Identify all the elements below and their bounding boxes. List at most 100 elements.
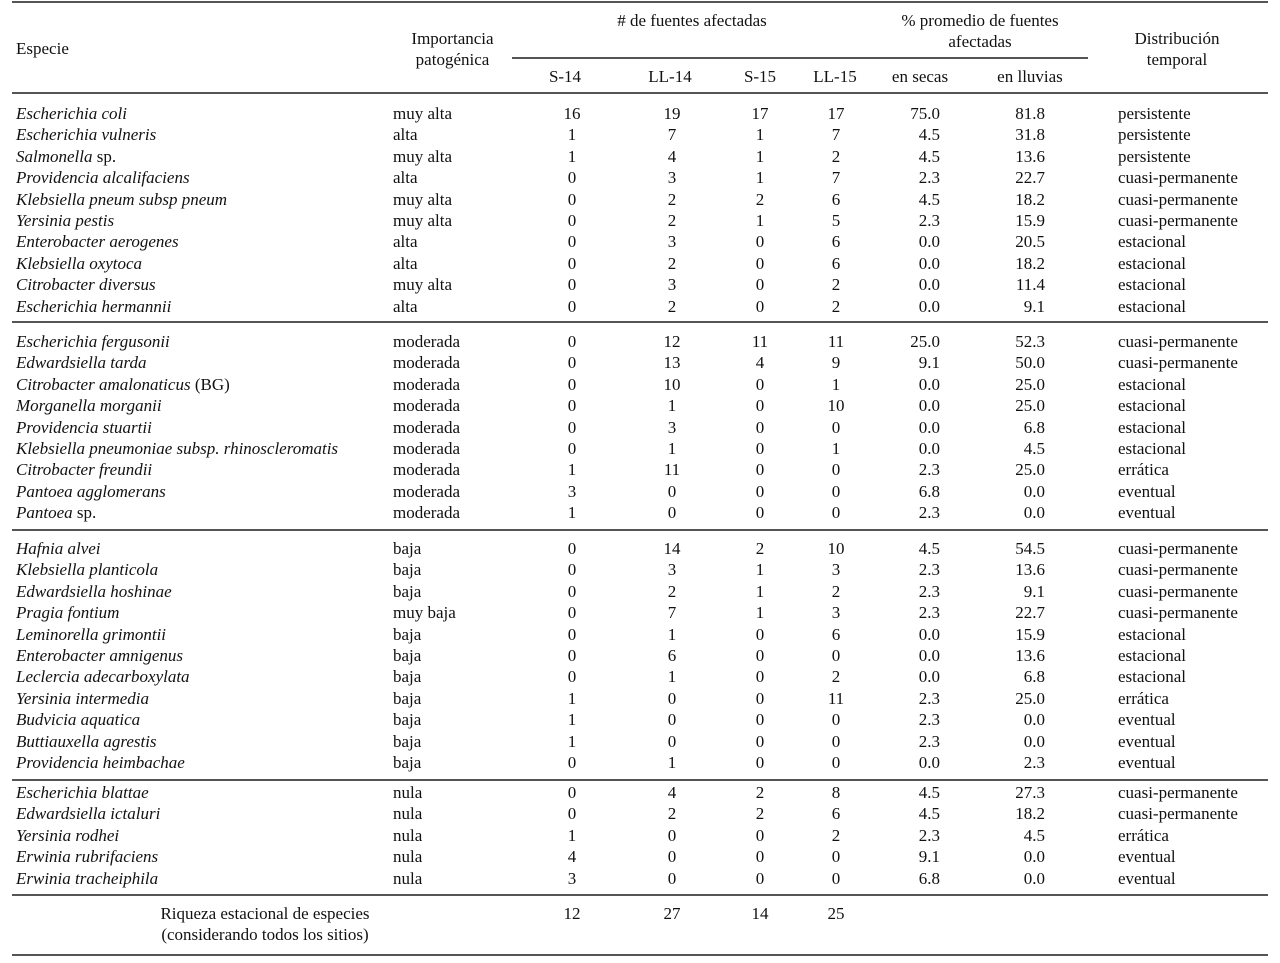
cell-s14: 1 — [567, 825, 577, 845]
cell-ll14: 3 — [667, 275, 677, 295]
cell-imp: nula — [393, 868, 423, 888]
table-row: Hafnia alvei baja 0 14 2 10 4.5 54.5 cuasi-perma… — [0, 538, 1280, 559]
cell-lluvias: 6.8 — [1023, 417, 1045, 437]
species-name: Pantoea agglomerans — [16, 481, 166, 502]
species-italic: Providencia stuartii — [16, 417, 152, 437]
cell-ll14: 0 — [667, 847, 677, 867]
table-row: Budvicia aquatica baja 1 0 0 0 2.3 0.0 eventual — [0, 709, 1280, 730]
cell-imp: baja — [393, 753, 422, 772]
table-row: Klebsiella planticola baja 0 3 1 3 2.3 13.6 cuas… — [0, 559, 1280, 580]
group-separator — [12, 529, 1268, 531]
cell-secas: 2.3 — [918, 581, 940, 601]
cell-secas: 4.5 — [918, 189, 940, 209]
species-name: Providencia heimbachae — [16, 752, 185, 773]
cell-ll15: 0 — [831, 868, 841, 888]
species-name: Pragia fontium — [16, 602, 119, 623]
cell-secas: 2.3 — [918, 603, 940, 623]
cell-s15: 1 — [755, 211, 765, 230]
table-row: Erwinia tracheiphila nula 3 0 0 0 6.8 0.0 eventu… — [0, 868, 1280, 889]
species-name: Klebsiella oxytoca — [16, 253, 142, 274]
cell-imp: moderada — [393, 503, 461, 523]
cell-s15: 0 — [755, 417, 765, 437]
cell-ll15: 2 — [831, 825, 841, 845]
header-lluvias: en lluvias — [997, 67, 1063, 86]
cell-s14: 0 — [567, 232, 577, 252]
cell-dist: cuasi-permanente — [1118, 804, 1238, 824]
cell-ll15: 6 — [831, 624, 841, 644]
cell-s14: 0 — [567, 275, 577, 295]
table-row: Escherichia hermannii alta 0 2 0 2 0.0 9.1 estac… — [0, 296, 1280, 317]
species-name: Citrobacter diversus — [16, 274, 156, 295]
species-italic: Erwinia tracheiphila — [16, 868, 159, 888]
species-name: Morganella morganii — [16, 395, 162, 416]
cell-secas: 4.5 — [918, 146, 940, 166]
summary-label-line1: Riqueza estacional de especies — [160, 904, 370, 923]
cell-secas: 2.3 — [918, 460, 940, 480]
species-name: Leminorella grimontii — [16, 624, 166, 645]
cell-s14: 0 — [567, 168, 577, 188]
cell-s15: 0 — [755, 374, 765, 394]
table-row: Citrobacter freundii moderada 1 11 0 0 2.3 25.0… — [0, 459, 1280, 480]
table-row: Leclercia adecarboxylata baja 0 1 0 2 0.0 6.8 es… — [0, 666, 1280, 687]
cell-s15: 0 — [755, 847, 765, 867]
table-row: Buttiauxella agrestis baja 1 0 0 0 2.3 0.0 event… — [0, 731, 1280, 752]
cell-secas: 4.5 — [918, 804, 940, 824]
species-name: Citrobacter amalonaticus (BG) — [16, 374, 230, 395]
table-row: Yersinia rodhei nula 1 0 0 2 2.3 4.5 errática — [0, 825, 1280, 846]
cell-lluvias: 81.8 — [1015, 104, 1045, 123]
cell-secas: 0.0 — [918, 253, 940, 273]
table-row: Citrobacter amalonaticus (BG) moderada 0 10… — [0, 374, 1280, 395]
table-row: Escherichia coli muy alta 16 19 17 17 75.0 81.8… — [0, 103, 1280, 124]
summary-ll14: 27 — [663, 904, 681, 923]
cell-s15: 2 — [755, 804, 765, 824]
cell-s14: 0 — [567, 296, 577, 316]
species-italic: Escherichia vulneris — [16, 125, 157, 145]
species-name: Edwardsiella hoshinae — [16, 581, 172, 602]
header-especie: Especie — [16, 39, 69, 58]
cell-ll15: 1 — [831, 374, 841, 394]
cell-dist: estacional — [1118, 667, 1186, 687]
species-italic: Morganella morganii — [16, 396, 162, 416]
cell-imp: baja — [393, 624, 422, 644]
cell-ll14: 12 — [663, 332, 681, 351]
cell-ll14: 1 — [667, 439, 677, 458]
table-row: Edwardsiella tarda moderada 0 13 4 9 9.1 50.0 cu… — [0, 352, 1280, 373]
species-italic: Edwardsiella tarda — [16, 353, 147, 373]
species-italic: Escherichia hermannii — [16, 296, 172, 316]
table-row: Klebsiella pneum subsp pneum muy alta 0 2 2 6… — [0, 189, 1280, 210]
species-italic: Escherichia fergusonii — [16, 332, 170, 351]
cell-s14: 3 — [567, 868, 577, 888]
cell-lluvias: 9.1 — [1023, 296, 1045, 316]
cell-dist: cuasi-permanente — [1118, 353, 1238, 373]
species-name: Yersinia intermedia — [16, 688, 149, 709]
summary-label-line2: (considerando todos los sitios) — [161, 925, 369, 944]
cell-ll14: 11 — [663, 460, 681, 480]
cell-secas: 2.3 — [918, 688, 940, 708]
cell-lluvias: 18.2 — [1015, 804, 1045, 824]
cell-ll15: 7 — [831, 125, 841, 145]
cell-imp: muy alta — [393, 275, 453, 295]
cell-secas: 2.3 — [918, 211, 940, 230]
cell-s15: 0 — [755, 868, 765, 888]
species-italic: Escherichia coli — [16, 104, 127, 123]
header-s14: S-14 — [548, 67, 582, 86]
cell-lluvias: 6.8 — [1023, 667, 1045, 687]
cell-s14: 0 — [567, 667, 577, 687]
table-row: Providencia heimbachae baja 0 1 0 0 0.0 2.3 even… — [0, 752, 1280, 773]
summary-rule — [12, 894, 1268, 896]
cell-lluvias: 25.0 — [1015, 460, 1045, 480]
cell-s15: 0 — [755, 460, 765, 480]
cell-s15: 1 — [755, 146, 765, 166]
cell-ll14: 3 — [667, 232, 677, 252]
species-suffix: sp. — [92, 146, 117, 166]
species-italic: Pantoea agglomerans — [16, 481, 166, 501]
cell-dist: estacional — [1118, 374, 1186, 394]
cell-dist: cuasi-permanente — [1118, 168, 1238, 188]
cell-ll15: 2 — [831, 667, 841, 687]
cell-s14: 0 — [567, 581, 577, 601]
species-name: Klebsiella planticola — [16, 559, 158, 580]
cell-s14: 0 — [567, 439, 577, 458]
cell-s14: 1 — [567, 688, 577, 708]
species-italic: Klebsiella pneumoniae subsp. rhinosclero… — [16, 439, 339, 458]
cell-lluvias: 0.0 — [1023, 868, 1045, 888]
